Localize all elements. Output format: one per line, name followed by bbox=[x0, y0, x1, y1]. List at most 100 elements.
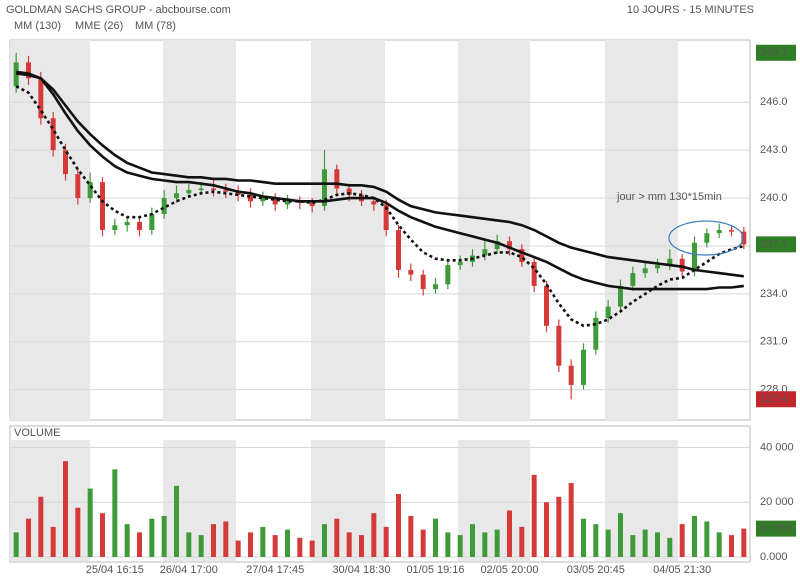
volume-bar bbox=[716, 532, 722, 557]
y-tick-label: 240.0 bbox=[760, 192, 788, 204]
volume-bar bbox=[124, 524, 130, 557]
volume-bar bbox=[556, 496, 562, 557]
candle-body bbox=[322, 169, 327, 207]
candle-body bbox=[568, 365, 574, 385]
candle-body bbox=[433, 284, 438, 290]
candle-body bbox=[593, 317, 599, 350]
candle-body bbox=[26, 62, 31, 79]
volume-bar bbox=[309, 540, 315, 557]
candle-body bbox=[396, 230, 401, 270]
price-label: 227.4 bbox=[760, 393, 788, 405]
volume-bar bbox=[531, 474, 537, 557]
candle-body bbox=[679, 258, 685, 272]
price-label-box bbox=[756, 391, 796, 408]
volume-bar bbox=[605, 529, 611, 557]
candle-body bbox=[50, 118, 56, 151]
candle-body bbox=[124, 222, 130, 226]
x-tick-label: 03/05 20:45 bbox=[567, 564, 625, 576]
x-tick-label: 01/05 19:16 bbox=[406, 564, 464, 576]
candle-body bbox=[457, 261, 463, 266]
volume-bar bbox=[161, 515, 167, 557]
candle-body bbox=[667, 258, 673, 266]
volume-bar bbox=[149, 518, 155, 557]
volume-bar bbox=[38, 496, 44, 557]
chart-subtitle: 10 JOURS - 15 MINUTES bbox=[627, 4, 754, 16]
candle-body bbox=[235, 191, 241, 195]
volume-bar bbox=[371, 513, 377, 557]
moving-average bbox=[16, 70, 744, 291]
volume-bar bbox=[544, 502, 549, 557]
candle-body bbox=[371, 201, 377, 205]
volume-bar bbox=[285, 529, 290, 557]
x-tick-label: 25/04 16:15 bbox=[86, 564, 144, 576]
chart-title: GOLDMAN SACHS GROUP - abcbourse.com bbox=[6, 4, 231, 16]
candle-body bbox=[531, 261, 537, 286]
y-tick-label: 234.0 bbox=[760, 288, 788, 300]
candle-body bbox=[605, 306, 611, 318]
candle-body bbox=[149, 214, 155, 230]
candle-body bbox=[445, 265, 451, 285]
y-tick-label: 0.000 bbox=[760, 551, 788, 563]
candle-body bbox=[248, 194, 253, 202]
candle-body bbox=[383, 204, 389, 230]
candle-body bbox=[198, 188, 204, 191]
candle-body bbox=[186, 190, 192, 194]
candle-body bbox=[408, 269, 414, 275]
volume-bar bbox=[334, 518, 340, 557]
candle-body bbox=[285, 201, 290, 205]
volume-bar bbox=[408, 515, 414, 557]
candle-body bbox=[87, 182, 93, 199]
volume-bar bbox=[593, 524, 599, 557]
annotation: jour > mm 130*15min bbox=[616, 191, 722, 203]
volume-bar bbox=[248, 532, 253, 557]
volume-bar bbox=[667, 537, 673, 557]
candle-body bbox=[260, 198, 266, 202]
volume-bar bbox=[13, 532, 19, 557]
day-shade bbox=[10, 40, 90, 420]
y-tick-label: 40 000 bbox=[760, 441, 794, 453]
candle-body bbox=[346, 188, 352, 195]
volume-bar bbox=[75, 507, 81, 557]
volume-bar bbox=[482, 532, 488, 557]
candle-body bbox=[334, 169, 340, 189]
volume-bar bbox=[198, 535, 204, 557]
y-tick-label: 231.0 bbox=[760, 336, 788, 348]
volume-bar bbox=[100, 513, 105, 557]
candle-body bbox=[100, 182, 105, 230]
volume-bar bbox=[507, 510, 512, 557]
candle-body bbox=[642, 268, 648, 274]
volume-bar bbox=[519, 526, 525, 557]
legend-entry: MM (130) bbox=[14, 20, 61, 32]
volume-bar bbox=[618, 513, 623, 557]
candle-body bbox=[704, 233, 710, 243]
volume-bar bbox=[112, 469, 118, 557]
volume-bar bbox=[235, 540, 241, 557]
candle-body bbox=[494, 241, 500, 250]
volume-bar bbox=[420, 529, 426, 557]
candle-body bbox=[75, 174, 81, 199]
candle-body bbox=[741, 231, 747, 245]
volume-bar bbox=[297, 537, 303, 557]
price-label: 249.1 bbox=[760, 47, 788, 59]
annotation-ellipse bbox=[668, 220, 744, 256]
day-shade bbox=[458, 40, 530, 420]
candle-body bbox=[581, 349, 586, 385]
volume-bar bbox=[272, 535, 278, 557]
x-tick-label: 26/04 17:00 bbox=[160, 564, 218, 576]
candle-body bbox=[507, 241, 512, 250]
candle-body bbox=[544, 285, 549, 326]
legend-entry: MM (78) bbox=[135, 20, 176, 32]
volume-bar bbox=[260, 526, 266, 557]
x-tick-label: 30/04 18:30 bbox=[332, 564, 390, 576]
volume-bar bbox=[383, 526, 389, 557]
candle-body bbox=[137, 222, 142, 230]
candle-body bbox=[63, 150, 68, 175]
x-tick-label: 04/05 21:30 bbox=[653, 564, 711, 576]
candle-body bbox=[211, 188, 216, 191]
candle-body bbox=[729, 230, 734, 232]
volume-bar bbox=[87, 488, 93, 557]
candle-body bbox=[630, 273, 636, 286]
volume-bar bbox=[630, 535, 636, 557]
volume-bar bbox=[346, 532, 352, 557]
